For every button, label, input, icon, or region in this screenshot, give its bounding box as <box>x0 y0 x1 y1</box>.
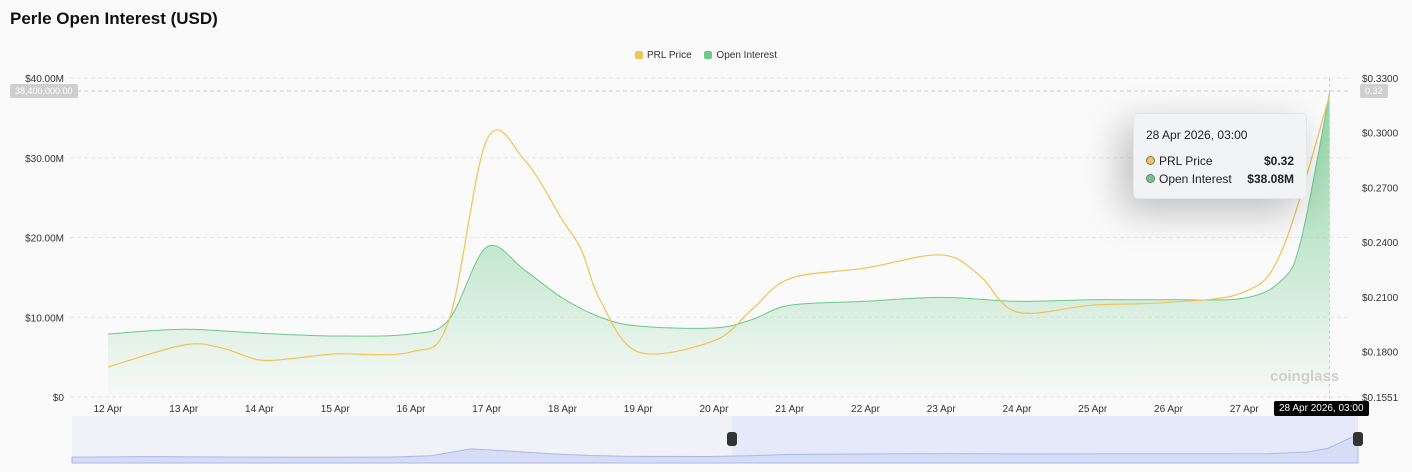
x-tick-label: 21 Apr <box>775 404 805 415</box>
legend: PRL Price Open Interest <box>0 50 1412 61</box>
right-tick-label: $0.2700 <box>1362 183 1399 194</box>
x-tick-label: 12 Apr <box>94 404 124 415</box>
right-tick-label: $0.1551 <box>1362 393 1399 404</box>
open-interest-area <box>108 93 1330 397</box>
open-interest-line <box>107 93 1330 337</box>
x-tick-label: 27 Apr <box>1230 404 1260 415</box>
tooltip-row-oi: Open Interest $38.08M <box>1146 172 1294 186</box>
tooltip-value: $38.08M <box>1247 172 1294 186</box>
tooltip: 28 Apr 2026, 03:00 PRL Price $0.32 Open I… <box>1133 113 1307 199</box>
tooltip-value: $0.32 <box>1263 154 1294 168</box>
x-tick-label: 17 Apr <box>472 404 502 415</box>
legend-label: PRL Price <box>646 50 692 61</box>
legend-label: Open Interest <box>716 50 778 61</box>
oi-dot-icon <box>1146 174 1155 183</box>
coinglass-watermark: coinglass <box>1270 368 1340 385</box>
price-swatch-icon <box>634 51 643 59</box>
right-tick-label: $0.2100 <box>1362 293 1399 304</box>
tooltip-date: 28 Apr 2026, 03:00 <box>1146 128 1248 142</box>
left-tick-label: $10.00M <box>25 313 64 324</box>
navigator-series <box>71 433 1359 464</box>
left-tick-label: $20.00M <box>25 234 64 245</box>
price-line <box>107 96 1331 368</box>
right-tick-label: $0.3300 <box>1362 74 1399 85</box>
x-tick-label: 26 Apr <box>1154 404 1184 415</box>
crosshair-right-label: 0.32 <box>1360 84 1388 98</box>
legend-item-oi[interactable]: Open Interest <box>704 50 777 61</box>
right-tick-label: $0.1800 <box>1362 348 1399 359</box>
navigator-handle[interactable] <box>727 432 737 446</box>
x-tick-label: 15 Apr <box>321 404 351 415</box>
x-tick-label: 25 Apr <box>1078 404 1108 415</box>
navigator-handle[interactable] <box>1353 432 1363 446</box>
oi-swatch-icon <box>704 51 713 59</box>
left-tick-label: $30.00M <box>25 154 64 165</box>
tooltip-label: PRL Price <box>1159 154 1213 168</box>
x-tick-label: 22 Apr <box>851 404 881 415</box>
left-tick-label: $40.00M <box>25 74 64 85</box>
x-tick-label: 14 Apr <box>245 404 275 415</box>
x-tick-label: 20 Apr <box>700 404 730 415</box>
right-tick-label: $0.2400 <box>1362 238 1399 249</box>
x-tick-label: 18 Apr <box>548 404 578 415</box>
right-tick-label: $0.3000 <box>1362 129 1399 140</box>
x-tick-label: 23 Apr <box>927 404 957 415</box>
legend-item-price[interactable]: PRL Price <box>634 50 692 61</box>
crosshair-left-label: 38,400,000.00 <box>10 84 78 98</box>
crosshair-x-label: 28 Apr 2026, 03:00 <box>1274 401 1369 416</box>
left-tick-label: $0 <box>53 393 65 404</box>
tooltip-label: Open Interest <box>1159 172 1232 186</box>
x-tick-label: 19 Apr <box>624 404 654 415</box>
x-tick-label: 24 Apr <box>1003 404 1033 415</box>
chart-title: Perle Open Interest (USD) <box>10 9 218 28</box>
tooltip-row-price: PRL Price $0.32 <box>1146 154 1294 168</box>
price-dot-icon <box>1146 156 1155 165</box>
x-tick-label: 13 Apr <box>169 404 199 415</box>
x-tick-label: 16 Apr <box>397 404 427 415</box>
